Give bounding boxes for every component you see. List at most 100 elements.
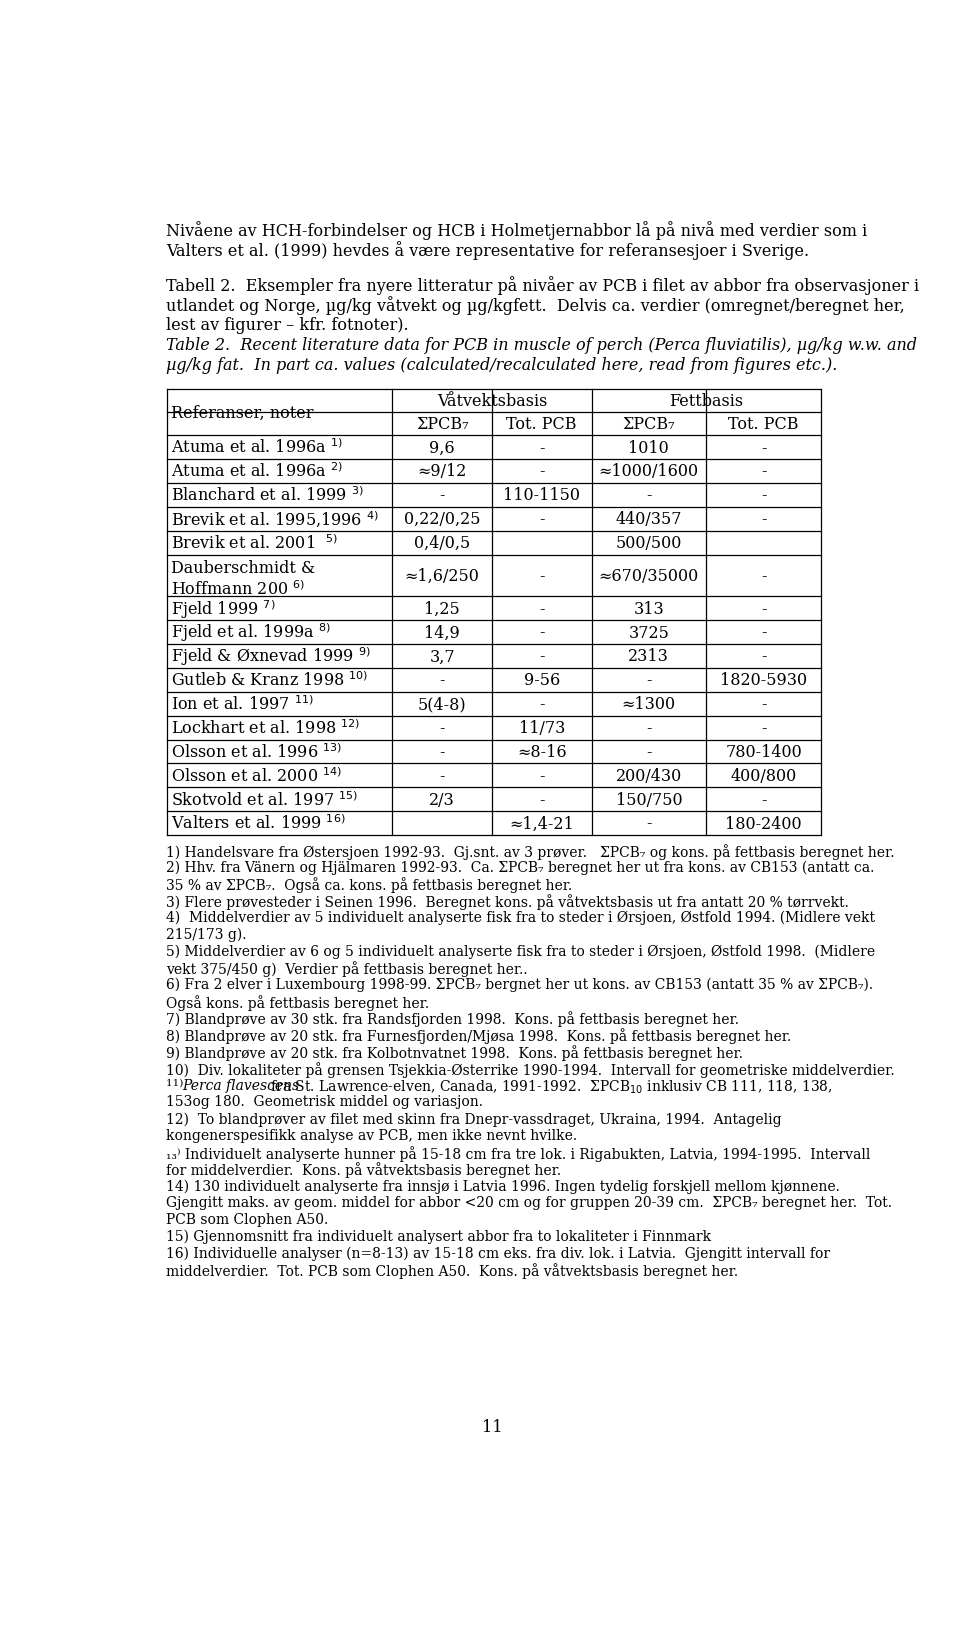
Text: -: - (539, 767, 544, 785)
Text: -: - (761, 463, 766, 480)
Text: -: - (440, 486, 444, 504)
Text: 153og 180.  Geometrisk middel og variasjon.: 153og 180. Geometrisk middel og variasjo… (166, 1095, 484, 1108)
Text: 12)  To blandprøver av filet med skinn fra Dnepr-vassdraget, Ukraina, 1994.  Ant: 12) To blandprøver av filet med skinn fr… (166, 1111, 782, 1126)
Text: 9-56: 9-56 (523, 672, 560, 689)
Text: 500/500: 500/500 (615, 535, 682, 552)
Text: ≈1300: ≈1300 (622, 695, 676, 713)
Text: -: - (761, 720, 766, 736)
Text: ≈1000/1600: ≈1000/1600 (599, 463, 699, 480)
Text: 780-1400: 780-1400 (726, 744, 803, 761)
Text: Tot. PCB: Tot. PCB (507, 416, 577, 432)
Text: Atuma et al. 1996a $^{2)}$: Atuma et al. 1996a $^{2)}$ (171, 462, 344, 481)
Text: 11: 11 (482, 1418, 502, 1436)
Text: -: - (761, 511, 766, 527)
Text: fra St. Lawrence-elven, Canada, 1991-1992.  ΣPCB$_{10}$ inklusiv CB 111, 118, 13: fra St. Lawrence-elven, Canada, 1991-199… (266, 1079, 833, 1095)
Text: 1,25: 1,25 (424, 601, 460, 617)
Text: 9,6: 9,6 (429, 439, 455, 457)
Text: 110-1150: 110-1150 (503, 486, 580, 504)
Text: 16) Individuelle analyser (n=8-13) av 15-18 cm eks. fra div. lok. i Latvia.  Gje: 16) Individuelle analyser (n=8-13) av 15… (166, 1245, 830, 1260)
Text: Gutleb & Kranz 1998 $^{10)}$: Gutleb & Kranz 1998 $^{10)}$ (171, 671, 369, 690)
Text: Table 2.  Recent literature data for PCB in muscle of perch (Perca fluviatilis),: Table 2. Recent literature data for PCB … (166, 336, 918, 354)
Text: 400/800: 400/800 (731, 767, 797, 785)
Text: Valters et al. 1999 $^{16)}$: Valters et al. 1999 $^{16)}$ (171, 814, 346, 832)
Text: 180-2400: 180-2400 (726, 814, 802, 832)
Text: -: - (440, 744, 444, 761)
Text: lest av figurer – kfr. fotnoter).: lest av figurer – kfr. fotnoter). (166, 317, 409, 333)
Text: -: - (539, 439, 544, 457)
Text: Nivåene av HCH-forbindelser og HCB i Holmetjernabbor lå på nivå med verdier som : Nivåene av HCH-forbindelser og HCB i Hol… (166, 220, 868, 240)
Text: Brevik et al. 2001  $^{5)}$: Brevik et al. 2001 $^{5)}$ (171, 534, 338, 553)
Text: Ion et al. 1997 $^{11)}$: Ion et al. 1997 $^{11)}$ (171, 695, 314, 713)
Text: 200/430: 200/430 (615, 767, 682, 785)
Text: -: - (539, 623, 544, 641)
Text: µg/kg fat.  In part ca. values (calculated/recalculated here, read from figures : µg/kg fat. In part ca. values (calculate… (166, 357, 838, 374)
Text: 2) Hhv. fra Vänern og Hjälmaren 1992-93.  Ca. ΣPCB₇ beregnet her ut fra kons. av: 2) Hhv. fra Vänern og Hjälmaren 1992-93.… (166, 860, 875, 875)
Text: Gjengitt maks. av geom. middel for abbor <20 cm og for gruppen 20-39 cm.  ΣPCB₇ : Gjengitt maks. av geom. middel for abbor… (166, 1196, 893, 1209)
Text: Tabell 2.  Eksempler fra nyere litteratur på nivåer av PCB i filet av abbor fra : Tabell 2. Eksempler fra nyere litteratur… (166, 276, 920, 294)
Text: 4)  Middelverdier av 5 individuelt analyserte fisk fra to steder i Ørsjoen, Østf: 4) Middelverdier av 5 individuelt analys… (166, 911, 876, 925)
Text: -: - (646, 672, 652, 689)
Text: 1010: 1010 (629, 439, 669, 457)
Text: 9) Blandprøve av 20 stk. fra Kolbotnvatnet 1998.  Kons. på fettbasis beregnet he: 9) Blandprøve av 20 stk. fra Kolbotnvatn… (166, 1044, 743, 1061)
Text: ≈8-16: ≈8-16 (516, 744, 566, 761)
Text: vekt 375/450 g)  Verdier på fettbasis beregnet her..: vekt 375/450 g) Verdier på fettbasis ber… (166, 961, 528, 976)
Text: 6) Fra 2 elver i Luxembourg 1998-99. ΣPCB₇ bergnet her ut kons. av CB153 (antatt: 6) Fra 2 elver i Luxembourg 1998-99. ΣPC… (166, 978, 874, 992)
Text: 0,22/0,25: 0,22/0,25 (404, 511, 480, 527)
Text: utlandet og Norge, µg/kg våtvekt og µg/kgfett.  Delvis ca. verdier (omregnet/ber: utlandet og Norge, µg/kg våtvekt og µg/k… (166, 295, 905, 315)
Text: -: - (761, 623, 766, 641)
Text: 8) Blandprøve av 20 stk. fra Furnesfjorden/Mjøsa 1998.  Kons. på fettbasis bereg: 8) Blandprøve av 20 stk. fra Furnesfjord… (166, 1028, 792, 1043)
Text: ΣPCB₇: ΣPCB₇ (623, 416, 675, 432)
Text: -: - (440, 767, 444, 785)
Text: -: - (761, 439, 766, 457)
Text: -: - (761, 486, 766, 504)
Text: Våtvektsbasis: Våtvektsbasis (437, 393, 547, 410)
Text: -: - (646, 720, 652, 736)
Text: -: - (539, 568, 544, 584)
Text: Olsson et al. 1996 $^{13)}$: Olsson et al. 1996 $^{13)}$ (171, 743, 343, 761)
Text: -: - (646, 486, 652, 504)
Text: -: - (539, 648, 544, 666)
Text: 11): 11) (166, 1079, 190, 1087)
Text: 2313: 2313 (629, 648, 669, 666)
Text: 3) Flere prøvesteder i Seinen 1996.  Beregnet kons. på våtvektsbasis ut fra anta: 3) Flere prøvesteder i Seinen 1996. Bere… (166, 893, 850, 909)
Text: ≈1,4-21: ≈1,4-21 (510, 814, 574, 832)
Text: -: - (761, 695, 766, 713)
Text: 215/173 g).: 215/173 g). (166, 927, 247, 942)
Text: ΣPCB₇: ΣPCB₇ (416, 416, 468, 432)
Text: Blanchard et al. 1999 $^{3)}$: Blanchard et al. 1999 $^{3)}$ (171, 486, 364, 504)
Text: 2/3: 2/3 (429, 792, 455, 808)
Text: -: - (761, 601, 766, 617)
Text: 0,4/0,5: 0,4/0,5 (414, 535, 470, 552)
Text: -: - (761, 792, 766, 808)
Text: -: - (539, 463, 544, 480)
Text: Brevik et al. 1995,1996 $^{4)}$: Brevik et al. 1995,1996 $^{4)}$ (171, 509, 379, 529)
Text: Fjeld et al. 1999a $^{8)}$: Fjeld et al. 1999a $^{8)}$ (171, 622, 331, 645)
Text: PCB som Clophen A50.: PCB som Clophen A50. (166, 1213, 328, 1226)
Text: 1820-5930: 1820-5930 (720, 672, 807, 689)
Text: 14,9: 14,9 (424, 623, 460, 641)
Text: Dauberschmidt &: Dauberschmidt & (171, 560, 316, 576)
Text: Hoffmann 200 $^{6)}$: Hoffmann 200 $^{6)}$ (171, 581, 305, 599)
Text: ₁₃⁾ Individuelt analyserte hunner på 15-18 cm fra tre lok. i Rigabukten, Latvia,: ₁₃⁾ Individuelt analyserte hunner på 15-… (166, 1146, 871, 1160)
Text: Referanser, noter: Referanser, noter (171, 405, 314, 421)
Text: 15) Gjennomsnitt fra individuelt analysert abbor fra to lokaliteter i Finnmark: 15) Gjennomsnitt fra individuelt analyse… (166, 1229, 711, 1244)
Text: -: - (539, 511, 544, 527)
Text: 5(4-8): 5(4-8) (418, 695, 467, 713)
Text: Lockhart et al. 1998 $^{12)}$: Lockhart et al. 1998 $^{12)}$ (171, 718, 361, 738)
Text: Skotvold et al. 1997 $^{15)}$: Skotvold et al. 1997 $^{15)}$ (171, 790, 358, 809)
Text: Fjeld 1999 $^{7)}$: Fjeld 1999 $^{7)}$ (171, 597, 276, 620)
Text: -: - (440, 672, 444, 689)
Text: ≈9/12: ≈9/12 (418, 463, 467, 480)
Text: 10)  Div. lokaliteter på grensen Tsjekkia-Østerrike 1990-1994.  Intervall for ge: 10) Div. lokaliteter på grensen Tsjekkia… (166, 1061, 895, 1077)
Text: Fjeld & Øxnevad 1999 $^{9)}$: Fjeld & Øxnevad 1999 $^{9)}$ (171, 645, 371, 667)
Text: Også kons. på fettbasis beregnet her.: Også kons. på fettbasis beregnet her. (166, 994, 430, 1010)
Text: 1) Handelsvare fra Østersjoen 1992-93.  Gj.snt. av 3 prøver.   ΣPCB₇ og kons. på: 1) Handelsvare fra Østersjoen 1992-93. G… (166, 844, 895, 858)
Text: 14) 130 individuelt analyserte fra innsjø i Latvia 1996. Ingen tydelig forskjell: 14) 130 individuelt analyserte fra innsj… (166, 1178, 840, 1193)
Text: -: - (440, 720, 444, 736)
Text: 5) Middelverdier av 6 og 5 individuelt analyserte fisk fra to steder i Ørsjoen, : 5) Middelverdier av 6 og 5 individuelt a… (166, 943, 876, 958)
Text: Tot. PCB: Tot. PCB (729, 416, 799, 432)
Text: Valters et al. (1999) hevdes å være representative for referansesjoer i Sverige.: Valters et al. (1999) hevdes å være repr… (166, 242, 809, 259)
Text: -: - (761, 648, 766, 666)
Text: 11/73: 11/73 (518, 720, 564, 736)
Text: -: - (646, 814, 652, 832)
